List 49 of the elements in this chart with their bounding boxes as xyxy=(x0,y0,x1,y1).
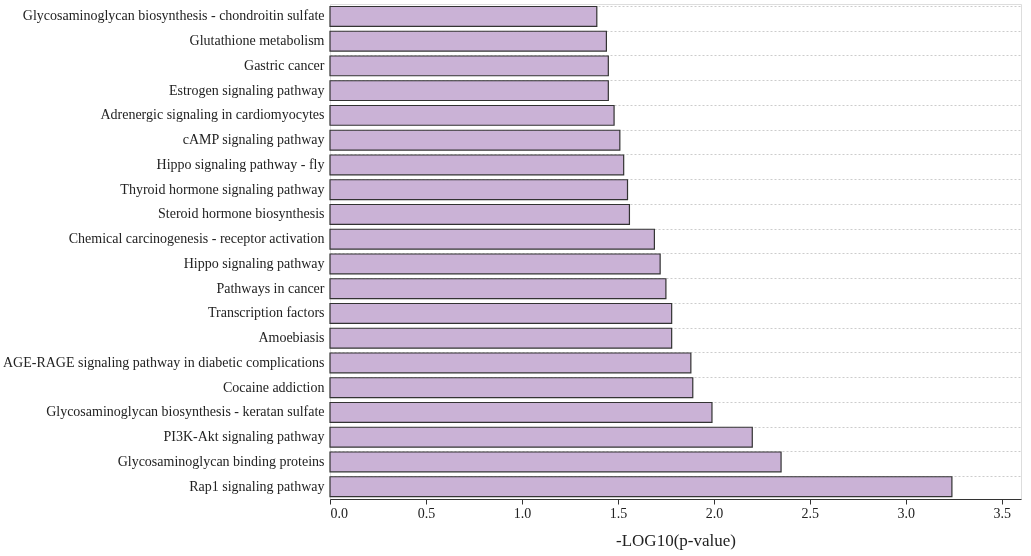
bar xyxy=(329,5,598,27)
x-tick-label: 1.0 xyxy=(513,505,532,521)
x-tick-label: 0.0 xyxy=(330,505,348,521)
bar xyxy=(329,302,673,324)
bar xyxy=(329,401,713,423)
y-tick-label: Hippo signaling pathway - fly xyxy=(156,156,325,172)
bar xyxy=(329,154,625,176)
x-tick-label: 3.0 xyxy=(897,505,916,521)
bar xyxy=(329,30,607,52)
bar xyxy=(329,253,661,275)
bar xyxy=(329,203,631,225)
y-tick-label: Glutathione metabolism xyxy=(189,33,325,49)
y-tick-label: Transcription factors xyxy=(207,305,325,321)
bar xyxy=(329,179,629,201)
y-tick-label: Amoebiasis xyxy=(258,330,325,346)
y-tick-label: Chemical carcinogenesis - receptor activation xyxy=(68,231,325,247)
bar xyxy=(329,80,609,102)
y-tick-label: Glycosaminoglycan biosynthesis - keratan sulfate xyxy=(46,404,325,420)
bar xyxy=(329,377,694,399)
bar xyxy=(329,451,782,473)
y-tick-label: Gastric cancer xyxy=(244,57,325,73)
bar xyxy=(329,104,615,126)
bar xyxy=(329,327,673,349)
bar xyxy=(329,55,609,77)
bar xyxy=(329,129,621,151)
x-tick-label: 3.5 xyxy=(993,505,1012,521)
bar xyxy=(329,426,753,448)
y-tick-label: PI3K-Akt signaling pathway xyxy=(163,429,325,445)
y-tick-label: Thyroid hormone signaling pathway xyxy=(120,181,325,197)
x-tick-label: 2.5 xyxy=(801,505,820,521)
bar xyxy=(329,278,667,300)
bar xyxy=(329,476,953,498)
x-tick-label: 0.5 xyxy=(417,505,436,521)
y-tick-label: Pathways in cancer xyxy=(216,280,325,296)
y-tick-label: Rap1 signaling pathway xyxy=(189,478,325,494)
x-tick-label: 1.5 xyxy=(609,505,628,521)
y-tick-label: Cocaine addiction xyxy=(223,379,325,395)
y-tick-label: Estrogen signaling pathway xyxy=(168,82,325,98)
x-tick-label: 2.0 xyxy=(705,505,724,521)
bar xyxy=(329,228,655,250)
y-tick-label: Steroid hormone biosynthesis xyxy=(158,206,325,222)
y-tick-label: AGE-RAGE signaling pathway in diabetic complications xyxy=(2,354,325,370)
y-tick-label: Hippo signaling pathway xyxy=(183,255,325,271)
y-tick-label: cAMP signaling pathway xyxy=(182,132,325,148)
y-tick-label: Glycosaminoglycan biosynthesis - chondroitin sulfate xyxy=(22,8,325,24)
bar xyxy=(329,352,692,374)
y-tick-label: Adrenergic signaling in cardiomyocytes xyxy=(100,107,325,123)
y-tick-label: Glycosaminoglycan binding proteins xyxy=(117,453,325,469)
x-axis-title: -LOG10(p-value) xyxy=(616,530,736,550)
